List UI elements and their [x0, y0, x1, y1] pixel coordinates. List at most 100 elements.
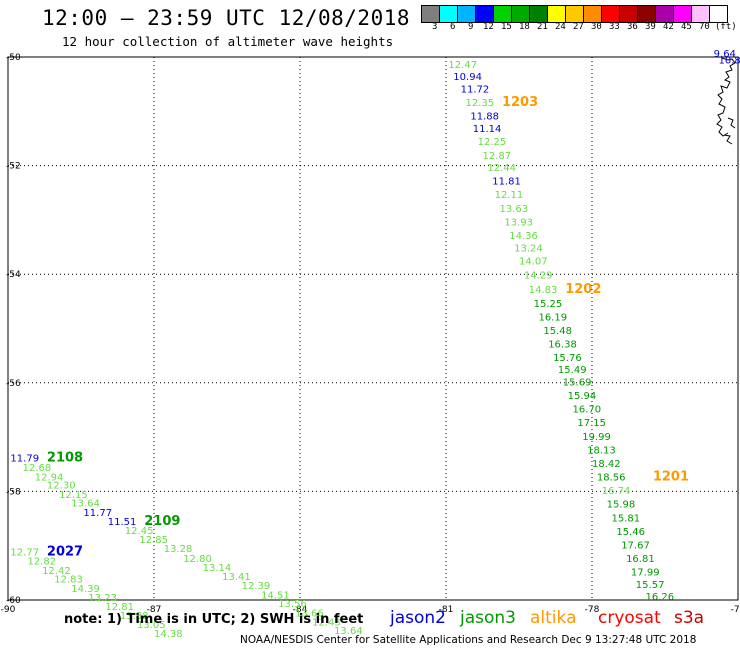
longitude-label: -84	[293, 605, 308, 615]
wave-height-value: 18.42	[592, 459, 621, 470]
legend-swatch	[674, 6, 692, 22]
wave-height-value: 17.15	[577, 418, 606, 429]
wave-height-value: 12.30	[47, 481, 76, 492]
wave-height-value: 9.64	[714, 49, 736, 60]
legend-swatch	[638, 6, 656, 22]
legend-jason2: jason2	[390, 608, 446, 628]
longitude-label: -87	[147, 605, 162, 615]
track-time-label: 2027	[47, 544, 83, 559]
wave-height-value: 18.13	[587, 445, 616, 456]
wave-height-value: 12.15	[59, 490, 88, 501]
wave-height-value: 11.81	[492, 177, 521, 188]
track-time-label: 1201	[653, 470, 689, 485]
legend-swatch	[530, 6, 548, 22]
longitude-label: -90	[1, 605, 16, 615]
legend-tick-label: 30	[591, 22, 602, 32]
legend-swatch	[620, 6, 638, 22]
wave-height-value: 17.99	[631, 568, 660, 579]
wave-height-value: 12.94	[35, 473, 64, 484]
wave-height-value: 11.51	[108, 517, 137, 528]
wave-height-value: 16.81	[626, 554, 655, 565]
wave-height-value: 15.81	[611, 513, 640, 524]
legend-swatch	[584, 6, 602, 22]
legend-tick-label: (ft)	[715, 22, 737, 32]
legend-swatch	[512, 6, 530, 22]
wave-height-value: 13.66	[295, 608, 324, 619]
legend-swatch	[458, 6, 476, 22]
legend-swatch	[422, 6, 440, 22]
wave-height-value: 12.25	[478, 137, 507, 148]
wave-height-value: 12.45	[125, 526, 154, 537]
wave-height-value: 12.35	[465, 98, 494, 109]
wave-height-value: 14.29	[524, 271, 553, 282]
wave-height-scale-ticks: 3 6 9 12 15 18 21 24 27 30 33 36 39 42 45 70 (ft)	[421, 22, 740, 34]
track-time-label: 1203	[502, 95, 538, 110]
wave-height-value: 11.14	[473, 124, 502, 135]
wave-height-value: 12.39	[242, 581, 271, 592]
legend-swatch	[494, 6, 512, 22]
wave-height-value: 14.83	[529, 285, 558, 296]
wave-height-value: 16.26	[646, 592, 675, 603]
legend-cryosat: cryosat	[598, 608, 661, 628]
wave-height-value: 15.48	[543, 326, 572, 337]
wave-height-value: 16.74	[602, 486, 631, 497]
wave-height-value: 13.05	[137, 620, 166, 631]
wave-height-value: 17.67	[621, 540, 650, 551]
legend-tick-label: 70	[699, 22, 710, 32]
wave-height-value: 16.19	[538, 312, 567, 323]
wave-height-value: 15.94	[568, 391, 597, 402]
map-frame	[7, 56, 739, 601]
longitude-label: -78	[585, 605, 600, 615]
legend-tick-label: 27	[573, 22, 584, 32]
longitude-label: -81	[439, 605, 454, 615]
wave-height-value: 12.87	[483, 151, 512, 162]
legend-tick-label: 21	[537, 22, 548, 32]
wave-height-value: 15.98	[607, 500, 636, 511]
legend-swatch	[440, 6, 458, 22]
wave-height-value: 11.77	[83, 508, 112, 519]
legend-swatch	[692, 6, 710, 22]
track-time-label: 2109	[144, 514, 180, 529]
legend-tick-label: 15	[501, 22, 512, 32]
wave-height-value: 13.28	[164, 544, 193, 555]
wave-height-value: 12.68	[23, 463, 52, 474]
legend-tick-label: 33	[609, 22, 620, 32]
legend-swatch	[566, 6, 584, 22]
wave-height-value: 12.77	[10, 547, 39, 558]
wave-height-color-scale	[421, 5, 728, 23]
wave-height-value: 14.51	[261, 590, 290, 601]
wave-height-value: 12.80	[183, 554, 212, 565]
track-time-label: 1202	[565, 282, 601, 297]
wave-height-value: 15.46	[616, 527, 645, 538]
legend-tick-label: 39	[645, 22, 656, 32]
legend-tick-label: 6	[450, 22, 456, 32]
wave-height-value: 11.88	[470, 111, 499, 122]
legend-altika: altika	[530, 608, 577, 628]
coastline	[716, 57, 736, 145]
wave-height-value: 13.41	[222, 572, 251, 583]
map-title: 12:00 – 23:59 UTC 12/08/2018	[42, 6, 411, 30]
wave-height-value: 13.93	[504, 217, 533, 228]
credit-line: NOAA/NESDIS Center for Satellite Applica…	[240, 634, 697, 646]
legend-tick-label: 45	[681, 22, 692, 32]
legend-swatch	[656, 6, 674, 22]
wave-height-value: 10.94	[453, 72, 482, 83]
latitude-label: -54	[6, 270, 21, 280]
wave-height-value: 12.11	[495, 190, 524, 201]
wave-height-value: 12.44	[487, 163, 516, 174]
wave-height-value: 13.38	[120, 611, 149, 622]
wave-height-value: 15.69	[563, 378, 592, 389]
wave-height-value: 13.23	[88, 593, 117, 604]
legend-s3a: s3a	[674, 608, 705, 628]
wave-height-value: 15.57	[636, 580, 665, 591]
wave-height-value: 18.56	[597, 473, 626, 484]
wave-height-value: 12.83	[54, 575, 83, 586]
legend-tick-label: 42	[663, 22, 674, 32]
legend-tick-label: 18	[519, 22, 530, 32]
wave-height-value: 12.42	[42, 566, 71, 577]
latitude-label: -60	[6, 596, 21, 606]
wave-height-value: 19.99	[582, 432, 611, 443]
wave-height-value: 14.07	[519, 256, 548, 267]
wave-height-value: 12.43	[312, 618, 341, 629]
